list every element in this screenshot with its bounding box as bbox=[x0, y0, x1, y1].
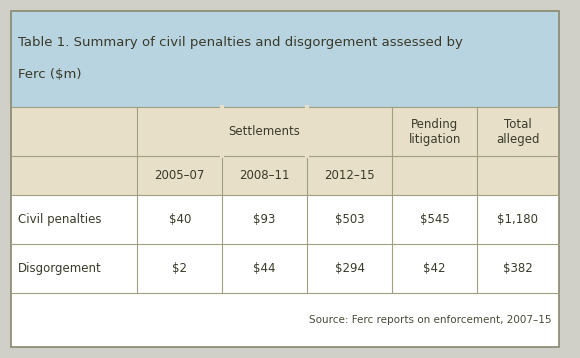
Text: Pending
litigation: Pending litigation bbox=[408, 117, 461, 146]
Text: $93: $93 bbox=[253, 213, 276, 226]
Text: 2005–07: 2005–07 bbox=[154, 169, 205, 182]
Text: $294: $294 bbox=[335, 262, 365, 275]
Text: $382: $382 bbox=[503, 262, 533, 275]
Text: Civil penalties: Civil penalties bbox=[18, 213, 102, 226]
Text: Table 1. Summary of civil penalties and disgorgement assessed by: Table 1. Summary of civil penalties and … bbox=[18, 36, 463, 49]
Text: $2: $2 bbox=[172, 262, 187, 275]
Text: $42: $42 bbox=[423, 262, 446, 275]
Text: Disgorgement: Disgorgement bbox=[18, 262, 102, 275]
Bar bbox=[12, 11, 559, 107]
Text: 2012–15: 2012–15 bbox=[324, 169, 375, 182]
Bar bbox=[12, 244, 559, 293]
Text: 2008–11: 2008–11 bbox=[240, 169, 290, 182]
Text: $503: $503 bbox=[335, 213, 364, 226]
Text: $1,180: $1,180 bbox=[498, 213, 538, 226]
Text: $44: $44 bbox=[253, 262, 276, 275]
Bar bbox=[12, 107, 559, 156]
Bar bbox=[12, 293, 559, 347]
Bar bbox=[12, 195, 559, 244]
Text: Settlements: Settlements bbox=[229, 125, 300, 138]
Text: Source: Ferc reports on enforcement, 2007–15: Source: Ferc reports on enforcement, 200… bbox=[310, 315, 552, 325]
Text: Ferc ($m): Ferc ($m) bbox=[18, 68, 82, 81]
Bar bbox=[12, 156, 559, 195]
Text: $545: $545 bbox=[420, 213, 450, 226]
Text: $40: $40 bbox=[169, 213, 191, 226]
Text: Total
alleged: Total alleged bbox=[496, 117, 539, 146]
